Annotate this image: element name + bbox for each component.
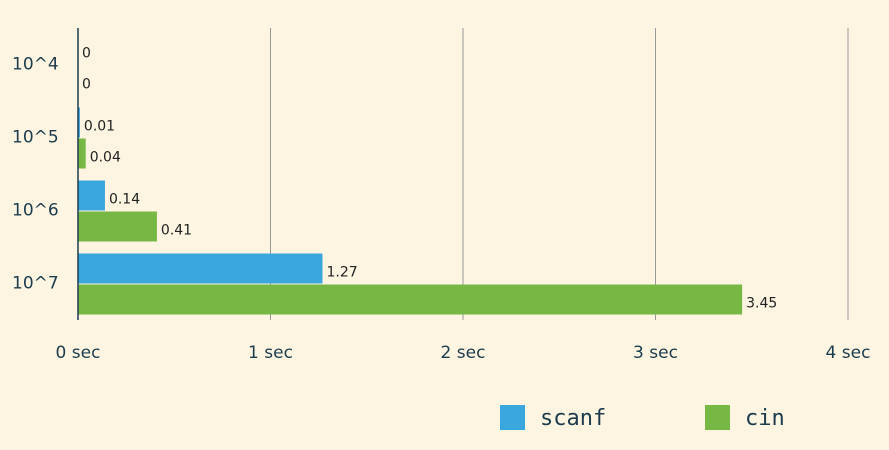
value-label: 1.27 xyxy=(326,265,357,281)
x-tick-label: 1 sec xyxy=(248,343,293,363)
x-tick-label: 0 sec xyxy=(56,343,101,363)
x-tick-label: 3 sec xyxy=(633,343,678,363)
value-label: 0 xyxy=(82,46,91,62)
y-tick-label: 10^4 xyxy=(12,55,59,75)
x-tick-label: 2 sec xyxy=(441,343,486,363)
y-tick-label: 10^6 xyxy=(12,201,59,221)
x-tick-label: 4 sec xyxy=(826,343,871,363)
bar xyxy=(78,211,157,242)
value-label: 0.01 xyxy=(84,119,115,135)
value-label: 0.14 xyxy=(109,192,140,208)
legend-swatch xyxy=(500,405,525,430)
value-label: 0.41 xyxy=(161,223,192,239)
bar xyxy=(78,107,80,138)
bar xyxy=(78,253,323,284)
value-label: 0 xyxy=(82,77,91,93)
bar xyxy=(78,180,105,211)
y-tick-label: 10^5 xyxy=(12,128,59,148)
legend-label: scanf xyxy=(540,406,606,431)
value-label: 3.45 xyxy=(746,296,777,312)
bar xyxy=(78,284,743,315)
value-label: 0.04 xyxy=(90,150,121,166)
y-tick-label: 10^7 xyxy=(12,274,59,294)
legend-swatch xyxy=(705,405,730,430)
legend-label: cin xyxy=(745,406,785,431)
bar xyxy=(78,138,86,169)
